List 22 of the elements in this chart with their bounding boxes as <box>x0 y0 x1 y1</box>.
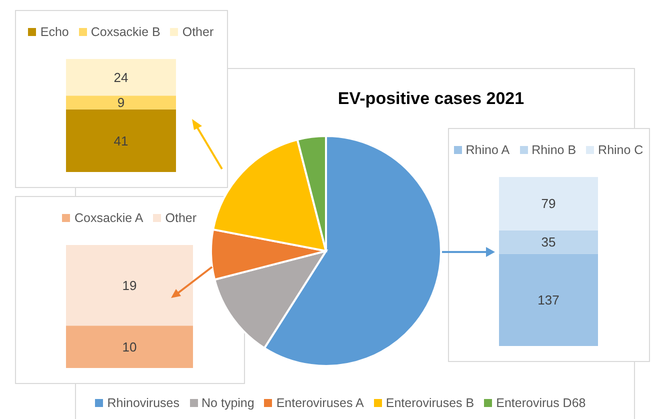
legend-label: Enterovirus D68 <box>496 396 586 410</box>
data-label: 35 <box>541 234 556 250</box>
legend-label: Echo <box>40 25 69 39</box>
legend-label: Other <box>165 211 197 225</box>
legend-label: Enteroviruses B <box>386 396 474 410</box>
chart-title: EV-positive cases 2021 <box>336 89 526 109</box>
data-label: 9 <box>117 95 125 110</box>
data-label: 24 <box>114 70 128 85</box>
data-label: 10 <box>122 339 137 354</box>
data-label: 79 <box>541 196 556 212</box>
legend-label: Rhinoviruses <box>107 396 180 410</box>
legend-label: Rhino B <box>532 143 576 157</box>
data-label: 137 <box>538 292 560 308</box>
data-label: 41 <box>114 133 128 148</box>
legend-label: Rhino C <box>598 143 644 157</box>
data-label: 19 <box>122 278 137 293</box>
legend-label: Coxsackie A <box>74 211 144 225</box>
legend-label: Enteroviruses A <box>276 396 364 410</box>
legend-label: Other <box>182 25 214 39</box>
legend-label: Coxsackie B <box>90 25 160 39</box>
legend-label: No typing <box>202 396 254 410</box>
legend-label: Rhino A <box>466 143 510 157</box>
